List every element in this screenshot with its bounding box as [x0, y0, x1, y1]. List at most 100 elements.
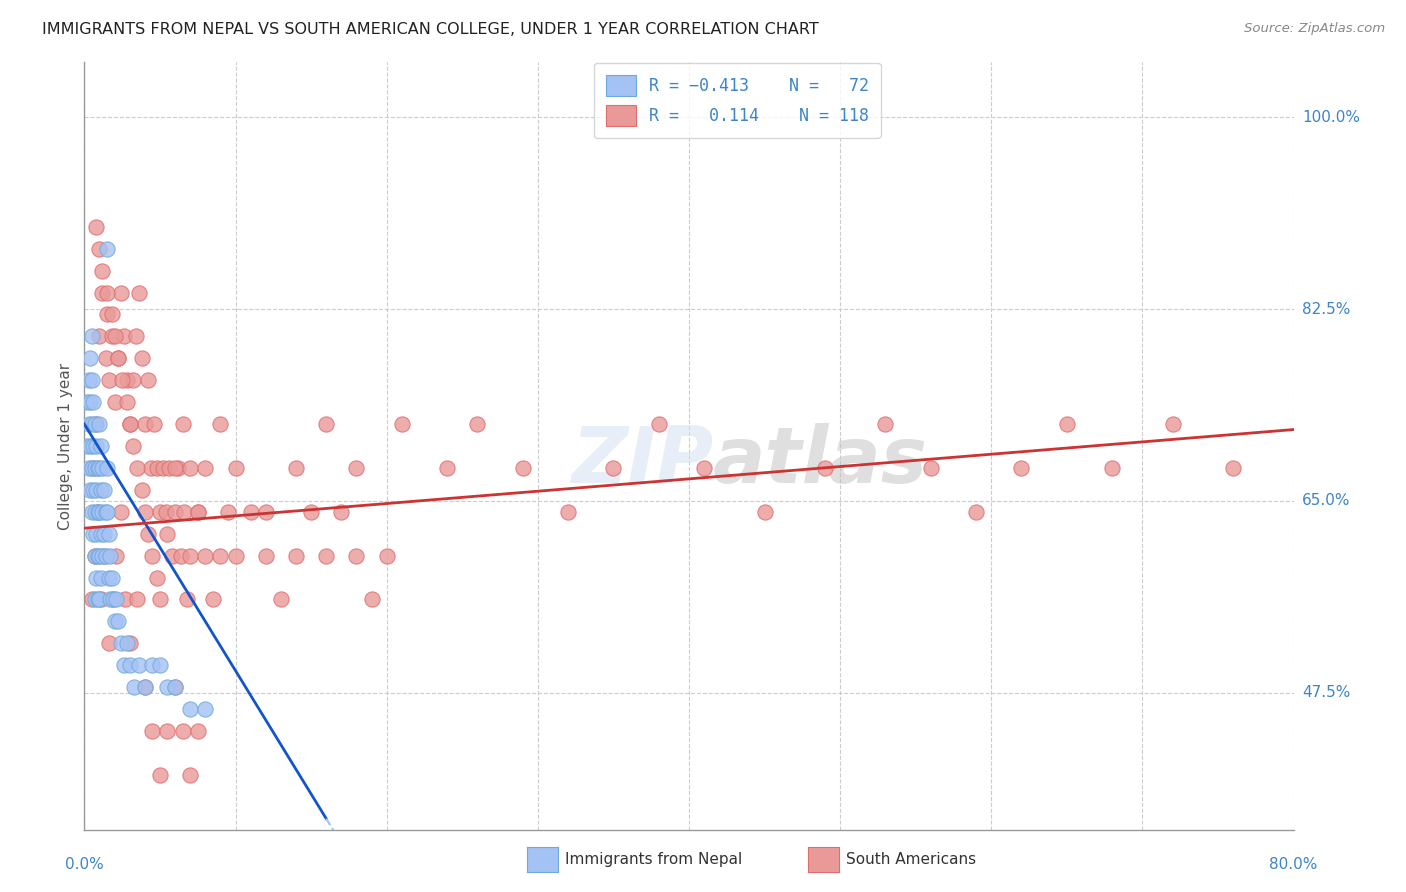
Point: [94, 549, 117, 563]
Point: [141, 549, 163, 563]
Point: [173, 505, 195, 519]
Point: [82, 483, 104, 497]
Point: [187, 723, 209, 738]
Point: [346, 461, 368, 475]
Point: [112, 329, 135, 343]
Point: [82, 526, 104, 541]
Point: [101, 592, 124, 607]
Point: [91, 505, 114, 519]
Point: [141, 723, 163, 738]
Point: [1011, 461, 1033, 475]
Point: [118, 417, 141, 431]
Point: [156, 723, 179, 738]
Point: [89, 505, 111, 519]
Point: [118, 636, 141, 650]
Point: [97, 636, 120, 650]
Point: [79, 439, 101, 453]
Point: [142, 417, 165, 431]
Text: 0.0%: 0.0%: [65, 857, 104, 872]
Point: [131, 483, 153, 497]
Text: atlas: atlas: [713, 424, 928, 500]
Text: IMMIGRANTS FROM NEPAL VS SOUTH AMERICAN COLLEGE, UNDER 1 YEAR CORRELATION CHART: IMMIGRANTS FROM NEPAL VS SOUTH AMERICAN …: [42, 22, 818, 37]
Point: [76, 395, 98, 409]
Point: [315, 417, 337, 431]
Legend: R = −0.413    N =   72, R =   0.114    N = 118: R = −0.413 N = 72, R = 0.114 N = 118: [593, 63, 880, 137]
Point: [105, 592, 128, 607]
Point: [97, 526, 120, 541]
Point: [194, 702, 217, 716]
Point: [122, 680, 145, 694]
Point: [602, 461, 624, 475]
Point: [86, 219, 108, 234]
Point: [89, 417, 111, 431]
Point: [194, 549, 217, 563]
Point: [107, 351, 129, 366]
Point: [86, 439, 108, 453]
Point: [172, 417, 194, 431]
Point: [96, 308, 118, 322]
Point: [157, 461, 180, 475]
Point: [1222, 461, 1244, 475]
Point: [115, 636, 138, 650]
Point: [875, 417, 897, 431]
Point: [239, 505, 262, 519]
Point: [146, 461, 169, 475]
Point: [217, 505, 239, 519]
Point: [1101, 461, 1123, 475]
Point: [134, 680, 156, 694]
Point: [693, 461, 716, 475]
Point: [285, 461, 308, 475]
Point: [89, 592, 111, 607]
Y-axis label: College, Under 1 year: College, Under 1 year: [58, 362, 73, 530]
Point: [125, 329, 148, 343]
Point: [86, 570, 108, 584]
Point: [90, 526, 112, 541]
Point: [101, 592, 124, 607]
Point: [965, 505, 987, 519]
Point: [96, 505, 118, 519]
Point: [86, 483, 108, 497]
Point: [93, 526, 115, 541]
Point: [121, 373, 143, 387]
Point: [209, 417, 232, 431]
Point: [87, 461, 110, 475]
Point: [155, 505, 177, 519]
Point: [80, 592, 103, 607]
Point: [165, 505, 187, 519]
Point: [360, 592, 382, 607]
Point: [118, 658, 141, 673]
Point: [270, 592, 292, 607]
Text: Immigrants from Nepal: Immigrants from Nepal: [565, 853, 742, 867]
Point: [131, 351, 153, 366]
Point: [111, 373, 134, 387]
Point: [110, 505, 132, 519]
Point: [87, 592, 110, 607]
Text: South Americans: South Americans: [846, 853, 977, 867]
Point: [315, 549, 337, 563]
Point: [80, 373, 103, 387]
Point: [754, 505, 776, 519]
Point: [91, 549, 114, 563]
Point: [84, 592, 107, 607]
Point: [77, 373, 100, 387]
Point: [201, 592, 224, 607]
Point: [87, 549, 110, 563]
Point: [179, 702, 201, 716]
Point: [104, 395, 127, 409]
Point: [179, 461, 201, 475]
Point: [179, 549, 201, 563]
Point: [114, 592, 136, 607]
Text: 100.0%: 100.0%: [1302, 110, 1360, 125]
Point: [84, 549, 107, 563]
Point: [98, 592, 121, 607]
Point: [391, 417, 413, 431]
Point: [104, 329, 127, 343]
Point: [127, 592, 149, 607]
Point: [146, 570, 169, 584]
Point: [87, 505, 110, 519]
Point: [87, 505, 110, 519]
Point: [299, 505, 322, 519]
Point: [110, 636, 132, 650]
Text: 80.0%: 80.0%: [1270, 857, 1317, 872]
Point: [84, 549, 107, 563]
